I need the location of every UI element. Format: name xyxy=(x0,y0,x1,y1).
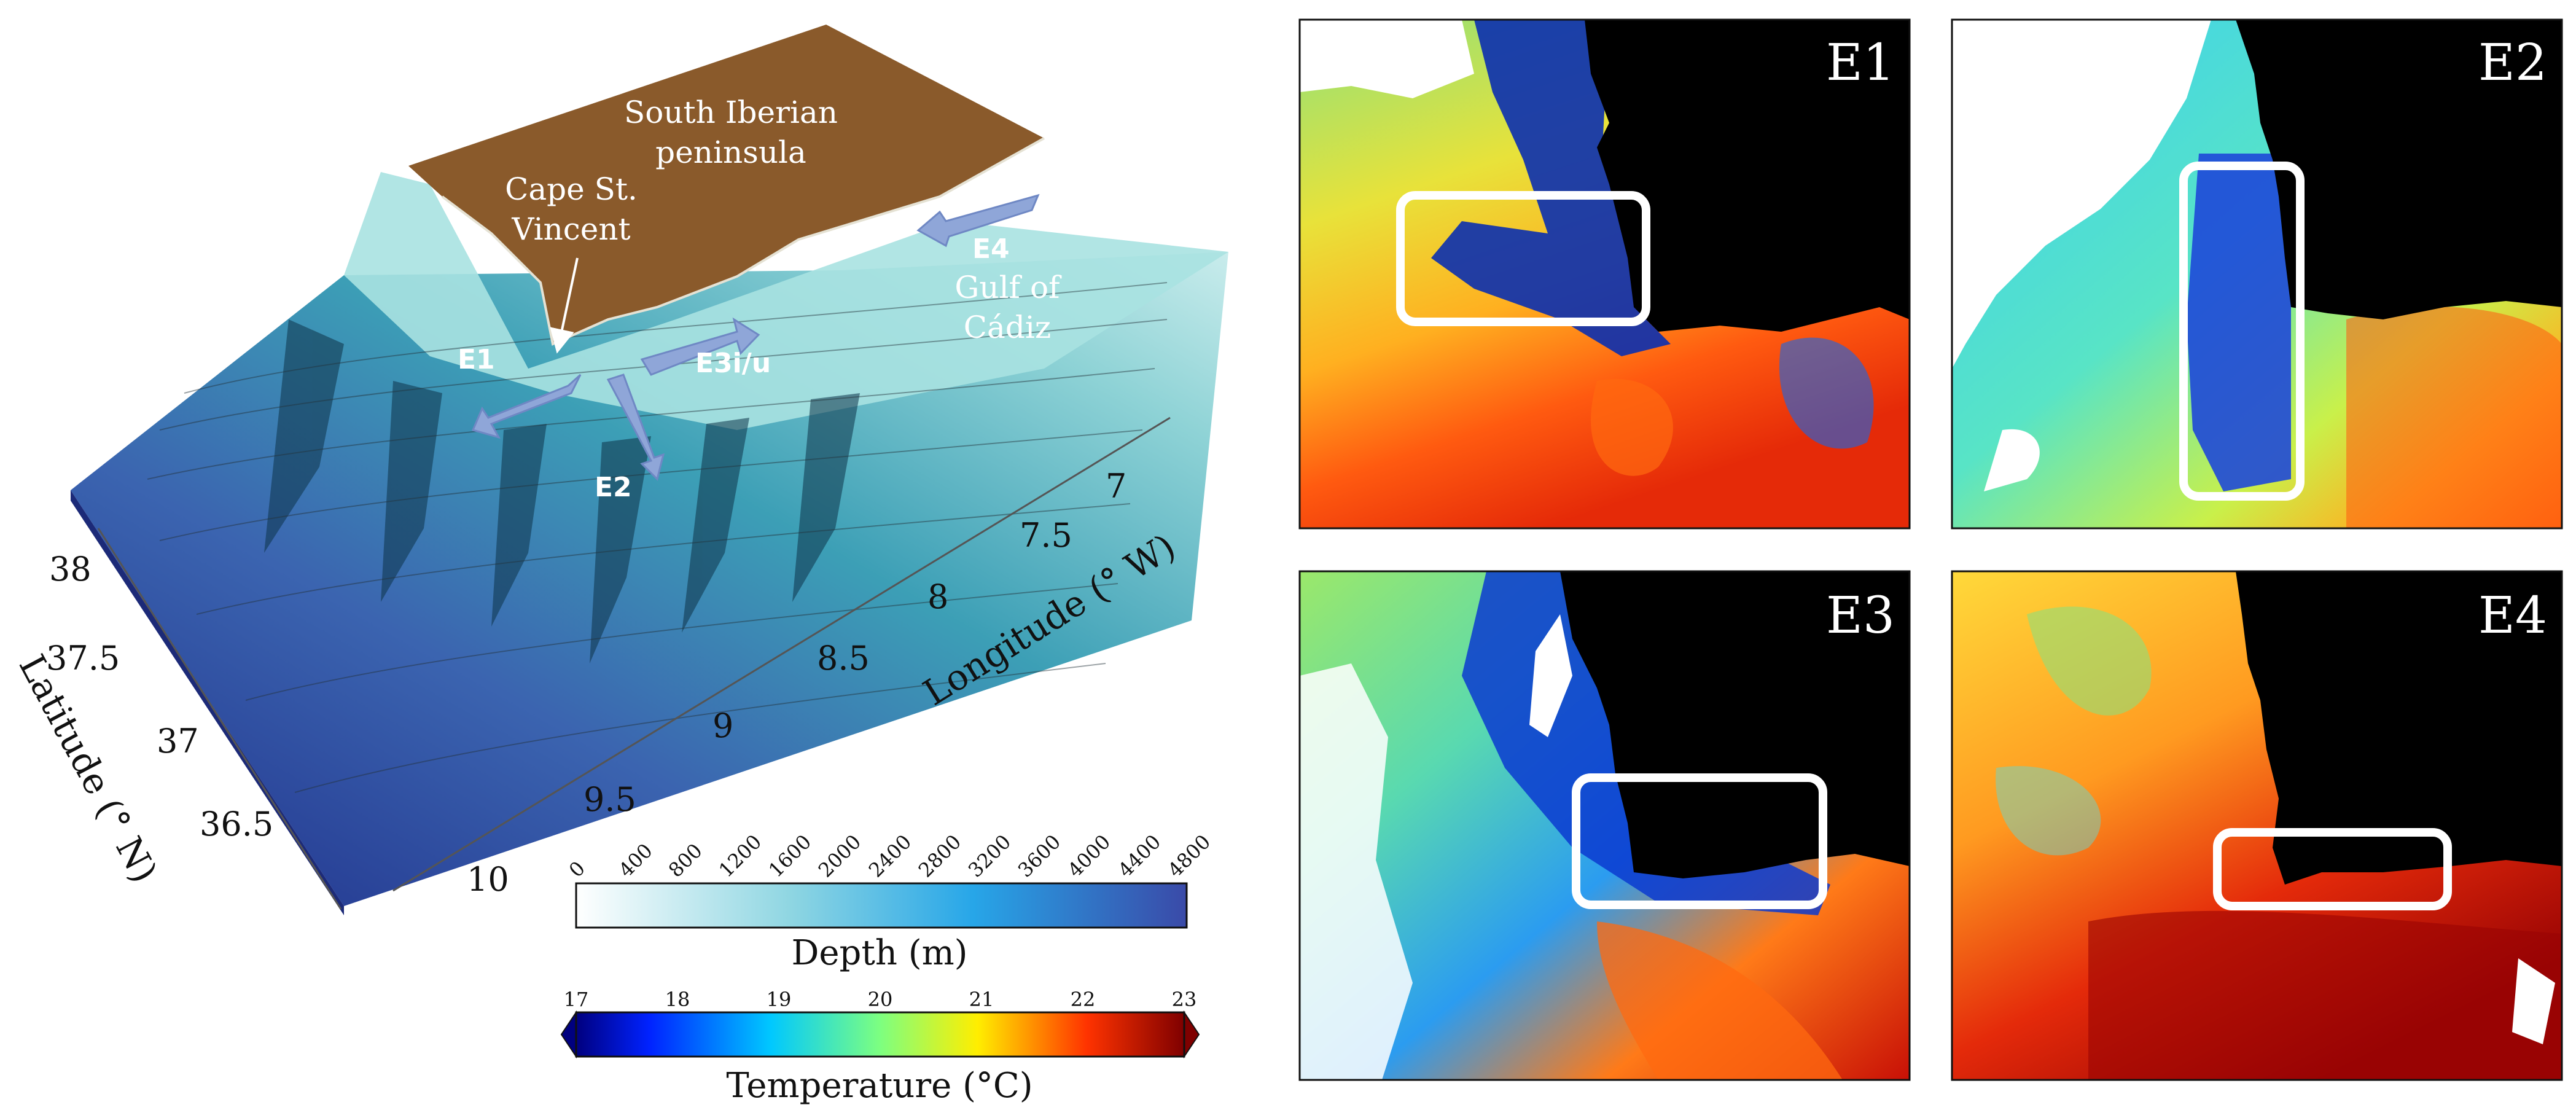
cloud-mask xyxy=(1952,20,2211,369)
sst-panel-e1-frame xyxy=(1298,18,1911,530)
temp-tick: 21 xyxy=(969,988,994,1011)
arrow-e4 xyxy=(916,194,1040,248)
temperature-colorbar-bar xyxy=(575,1011,1185,1058)
panel-label-e3: E3 xyxy=(1826,587,1895,645)
lon-tick: 8.5 xyxy=(817,639,870,678)
lon-tick: 7.5 xyxy=(1020,516,1072,555)
site-label-e1: E1 xyxy=(458,344,495,375)
temp-colorbar-left-cap xyxy=(560,1010,577,1059)
depth-contours xyxy=(147,282,1168,793)
submarine-canyons xyxy=(264,319,860,663)
terrain-side-wall xyxy=(71,490,344,915)
cold-upwelling xyxy=(2187,154,2291,491)
sst-panel-e3 xyxy=(1300,571,1910,1080)
temperature-ticks: 17 18 19 20 21 22 23 xyxy=(564,988,1197,1011)
label-cape-line2: Vincent xyxy=(511,211,630,247)
sst-panel-e3-frame xyxy=(1298,570,1911,1081)
depth-tick: 4000 xyxy=(1063,830,1115,882)
label-gulf-line1: Gulf of xyxy=(954,270,1062,305)
depth-tick: 4400 xyxy=(1114,830,1165,882)
longitude-ticks: 10 9.5 9 8.5 8 7.5 7 xyxy=(467,467,1126,899)
arrow-e2 xyxy=(606,373,665,481)
depth-tick: 4800 xyxy=(1163,830,1215,882)
temp-tick: 18 xyxy=(665,988,690,1011)
region-box-e2 xyxy=(2179,162,2305,501)
temp-colorbar-right-cap xyxy=(1184,1010,1200,1059)
panel-label-e2: E2 xyxy=(2478,34,2547,92)
depth-tick: 0 xyxy=(564,856,590,882)
region-box-e4 xyxy=(2213,828,2452,910)
land-mask xyxy=(1585,20,1910,332)
lon-tick: 8 xyxy=(927,577,948,616)
depth-tick: 1200 xyxy=(714,830,766,882)
sst-panel-e2-frame xyxy=(1951,18,2563,530)
site-label-e4: E4 xyxy=(972,233,1010,265)
cape-pointer-arrow xyxy=(550,257,579,354)
arrow-e1 xyxy=(471,373,582,439)
depth-tick: 2800 xyxy=(914,830,966,882)
temp-tick: 17 xyxy=(564,988,589,1011)
site-arrows xyxy=(471,194,1040,481)
lat-tick: 37.5 xyxy=(46,639,120,678)
sst-panel-e1 xyxy=(1300,20,1910,528)
latitude-axis-title: Latitude (° N) xyxy=(11,648,166,889)
arrow-e3 xyxy=(640,317,760,376)
sst-panel-e2 xyxy=(1952,20,2562,528)
depth-ticks: 0 400 800 1200 1600 2000 2400 2800 3200 … xyxy=(564,830,1215,882)
land-south-iberian-peninsula xyxy=(408,25,1044,344)
temp-tick: 20 xyxy=(868,988,893,1011)
label-peninsula-line1: South Iberian xyxy=(624,95,838,130)
lon-tick: 9 xyxy=(712,706,733,745)
lon-tick: 9.5 xyxy=(584,780,636,819)
label-cape-line1: Cape St. xyxy=(505,171,638,207)
continental-shelf xyxy=(344,172,1228,430)
lat-tick: 38 xyxy=(49,550,92,588)
depth-tick: 1600 xyxy=(764,830,816,882)
site-label-e2: E2 xyxy=(595,472,632,503)
depth-tick: 2400 xyxy=(864,830,916,882)
depth-colorbar-title: Depth (m) xyxy=(791,933,967,973)
coastline xyxy=(441,137,1045,346)
temp-tick: 19 xyxy=(767,988,792,1011)
latitude-ticks: 38 37.5 37 36.5 xyxy=(46,550,273,843)
lon-tick: 7 xyxy=(1106,467,1126,506)
temperature-colorbar: 17 18 19 20 21 22 23 Temperature (°C) xyxy=(560,988,1200,1106)
temp-tick: 22 xyxy=(1071,988,1096,1011)
lon-tick: 10 xyxy=(467,860,509,899)
cloud-mask xyxy=(1300,20,1474,98)
region-box-e3 xyxy=(1572,773,1827,909)
temperature-colorbar-title: Temperature (°C) xyxy=(726,1066,1032,1106)
label-gulf-line2: Cádiz xyxy=(964,310,1051,345)
land-mask xyxy=(2236,20,2562,319)
depth-tick: 3600 xyxy=(1013,830,1065,882)
lat-tick: 36.5 xyxy=(200,805,273,843)
temp-tick: 23 xyxy=(1172,988,1197,1011)
depth-tick: 2000 xyxy=(814,830,865,882)
seafloor-surface xyxy=(71,252,1228,906)
relief-map: South Iberian peninsula Cape St. Vincent… xyxy=(11,25,1228,915)
sst-panel-e4 xyxy=(1952,571,2562,1080)
longitude-axis-line xyxy=(392,416,1171,892)
panel-label-e1: E1 xyxy=(1826,34,1895,92)
depth-colorbar-bar xyxy=(575,882,1188,929)
depth-tick: 400 xyxy=(614,839,657,882)
region-box-e1 xyxy=(1396,191,1650,326)
sst-panel-e4-frame xyxy=(1951,570,2563,1081)
cold-upwelling xyxy=(1431,20,1671,356)
site-label-e3: E3i/u xyxy=(695,348,771,379)
latitude-axis-line xyxy=(97,528,342,910)
label-peninsula-line2: peninsula xyxy=(655,135,806,170)
panel-label-e4: E4 xyxy=(2478,587,2547,645)
depth-tick: 800 xyxy=(664,839,707,882)
depth-tick: 3200 xyxy=(964,830,1015,882)
depth-colorbar: 0 400 800 1200 1600 2000 2400 2800 3200 … xyxy=(564,830,1215,973)
lat-tick: 37 xyxy=(157,722,199,760)
land-mask xyxy=(2236,571,2562,885)
cloud-mask xyxy=(1300,663,1413,1080)
